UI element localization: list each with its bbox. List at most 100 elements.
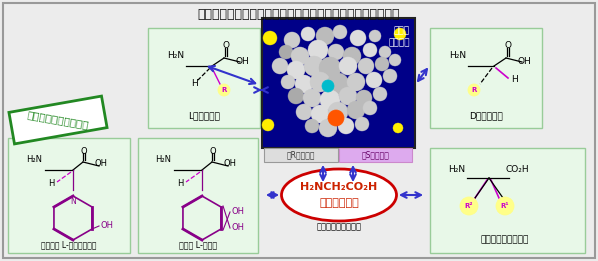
Text: H₂N: H₂N	[26, 156, 42, 164]
Circle shape	[284, 32, 300, 48]
Circle shape	[389, 54, 401, 66]
Circle shape	[295, 75, 313, 93]
Circle shape	[350, 30, 366, 46]
Circle shape	[369, 30, 381, 42]
Text: 丸岡触媒を用いる天然型および非天然型アミノ酸の大量合成: 丸岡触媒を用いる天然型および非天然型アミノ酸の大量合成	[198, 8, 400, 21]
Text: 丸岡触媒: 丸岡触媒	[389, 38, 410, 47]
Text: R: R	[221, 87, 227, 93]
Text: グリーンケミストリー: グリーンケミストリー	[26, 110, 90, 130]
FancyBboxPatch shape	[262, 18, 415, 148]
Text: OH: OH	[231, 207, 245, 217]
Circle shape	[394, 28, 406, 40]
FancyBboxPatch shape	[3, 3, 595, 258]
Text: R¹: R¹	[501, 203, 509, 209]
Circle shape	[339, 57, 357, 75]
Circle shape	[304, 56, 324, 76]
Circle shape	[347, 73, 365, 91]
FancyBboxPatch shape	[138, 138, 258, 253]
Circle shape	[356, 90, 372, 106]
Text: D型アミノ酸: D型アミノ酸	[469, 111, 503, 121]
FancyBboxPatch shape	[148, 28, 260, 128]
Text: （R）型触媒: （R）型触媒	[287, 151, 315, 159]
Circle shape	[383, 69, 397, 83]
Text: H₂N: H₂N	[155, 156, 171, 164]
Circle shape	[328, 102, 348, 122]
Circle shape	[301, 27, 315, 41]
Circle shape	[310, 72, 330, 92]
Circle shape	[262, 119, 274, 131]
Circle shape	[263, 31, 277, 45]
Circle shape	[496, 197, 514, 215]
Text: H: H	[177, 180, 183, 188]
Circle shape	[328, 44, 344, 60]
Circle shape	[287, 61, 305, 79]
Circle shape	[358, 58, 374, 74]
Circle shape	[468, 84, 480, 96]
Text: N: N	[70, 197, 76, 205]
Circle shape	[303, 89, 321, 107]
Circle shape	[291, 47, 309, 65]
Circle shape	[322, 80, 334, 92]
Text: R: R	[471, 87, 477, 93]
Circle shape	[272, 58, 288, 74]
Circle shape	[373, 87, 387, 101]
Circle shape	[281, 75, 295, 89]
Text: O: O	[210, 147, 216, 157]
FancyBboxPatch shape	[9, 96, 107, 144]
Text: OH: OH	[517, 57, 531, 67]
Text: H: H	[511, 75, 517, 85]
Circle shape	[279, 45, 293, 59]
FancyBboxPatch shape	[430, 148, 585, 253]
Circle shape	[460, 197, 478, 215]
Text: OH: OH	[231, 223, 245, 233]
Text: OH: OH	[235, 57, 249, 67]
Text: R²: R²	[465, 203, 473, 209]
Text: H: H	[48, 180, 54, 188]
Text: OH: OH	[100, 222, 114, 230]
Text: O: O	[505, 41, 511, 50]
Circle shape	[319, 57, 341, 79]
Circle shape	[393, 123, 403, 133]
FancyBboxPatch shape	[8, 138, 130, 253]
Circle shape	[316, 27, 334, 45]
Text: 簡素化: 簡素化	[394, 26, 410, 35]
Text: 最も簡単なアミノ酸: 最も簡単なアミノ酸	[316, 222, 362, 232]
Circle shape	[327, 73, 349, 95]
Text: O: O	[222, 41, 230, 50]
Text: 医薬品 L-ドーパ: 医薬品 L-ドーパ	[179, 240, 217, 250]
Text: L型アミノ酸: L型アミノ酸	[188, 111, 220, 121]
Text: 抗生物質 L-アザチロシン: 抗生物質 L-アザチロシン	[41, 240, 97, 250]
FancyBboxPatch shape	[264, 148, 338, 162]
Circle shape	[305, 119, 319, 133]
Text: H₂N: H₂N	[167, 51, 185, 61]
Circle shape	[366, 72, 382, 88]
FancyBboxPatch shape	[339, 148, 412, 162]
Circle shape	[379, 46, 391, 58]
Circle shape	[338, 118, 354, 134]
Circle shape	[288, 88, 304, 104]
Text: H₂NCH₂CO₂H: H₂NCH₂CO₂H	[300, 182, 377, 192]
Circle shape	[339, 87, 357, 105]
Circle shape	[319, 119, 337, 137]
Circle shape	[328, 110, 344, 126]
Text: H: H	[191, 79, 197, 87]
Ellipse shape	[282, 169, 396, 221]
Circle shape	[375, 57, 389, 71]
Circle shape	[347, 101, 365, 119]
Text: H₂N: H₂N	[450, 51, 466, 61]
Text: CO₂H: CO₂H	[505, 165, 529, 175]
Circle shape	[320, 90, 340, 110]
Circle shape	[311, 105, 329, 123]
Text: （S）型触媒: （S）型触媒	[362, 151, 389, 159]
Circle shape	[355, 117, 369, 131]
Circle shape	[343, 47, 361, 65]
Text: H₂N: H₂N	[448, 165, 466, 175]
Circle shape	[363, 43, 377, 57]
FancyBboxPatch shape	[430, 28, 542, 128]
Text: OH: OH	[94, 159, 108, 169]
Circle shape	[333, 25, 347, 39]
Text: OH: OH	[224, 159, 236, 169]
Circle shape	[296, 104, 312, 120]
Text: （グリシン）: （グリシン）	[319, 198, 359, 208]
Circle shape	[363, 101, 377, 115]
